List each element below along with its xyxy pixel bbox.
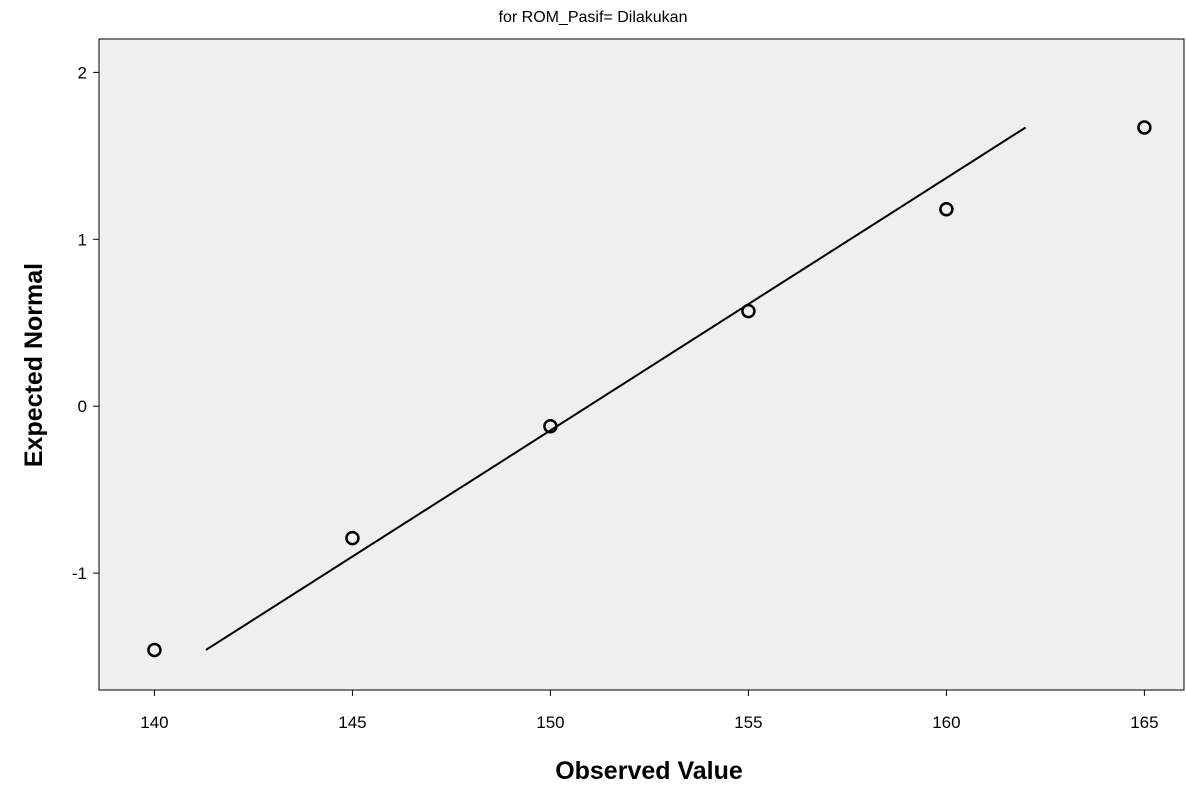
data-point <box>543 419 558 434</box>
y-axis-title: Expected Normal <box>20 263 48 467</box>
data-point <box>741 303 756 319</box>
data-point <box>147 642 162 658</box>
x-tick-label: 160 <box>932 713 960 732</box>
x-tick-label: 155 <box>734 713 762 732</box>
data-point <box>345 530 360 546</box>
x-tick-label: 140 <box>140 713 168 732</box>
x-axis: 140 145 150 155 160 165 <box>140 690 1159 732</box>
y-tick-label: 0 <box>78 397 87 416</box>
reference-line <box>205 126 1027 651</box>
x-axis-title: Observed Value <box>555 757 743 785</box>
y-axis: -1 0 1 2 <box>72 63 99 583</box>
x-tick-label: 150 <box>536 713 564 732</box>
data-point <box>939 202 954 217</box>
data-point <box>1137 120 1152 135</box>
y-tick-label: 2 <box>78 63 87 82</box>
x-tick-label: 165 <box>1130 713 1158 732</box>
chart-subtitle: for ROM_Pasif= Dilakukan <box>499 9 688 26</box>
y-tick-label: 1 <box>78 230 87 249</box>
data-points <box>147 120 1152 658</box>
x-tick-label: 145 <box>338 713 366 732</box>
plot-area <box>98 38 1185 691</box>
y-tick-label: -1 <box>72 564 87 583</box>
